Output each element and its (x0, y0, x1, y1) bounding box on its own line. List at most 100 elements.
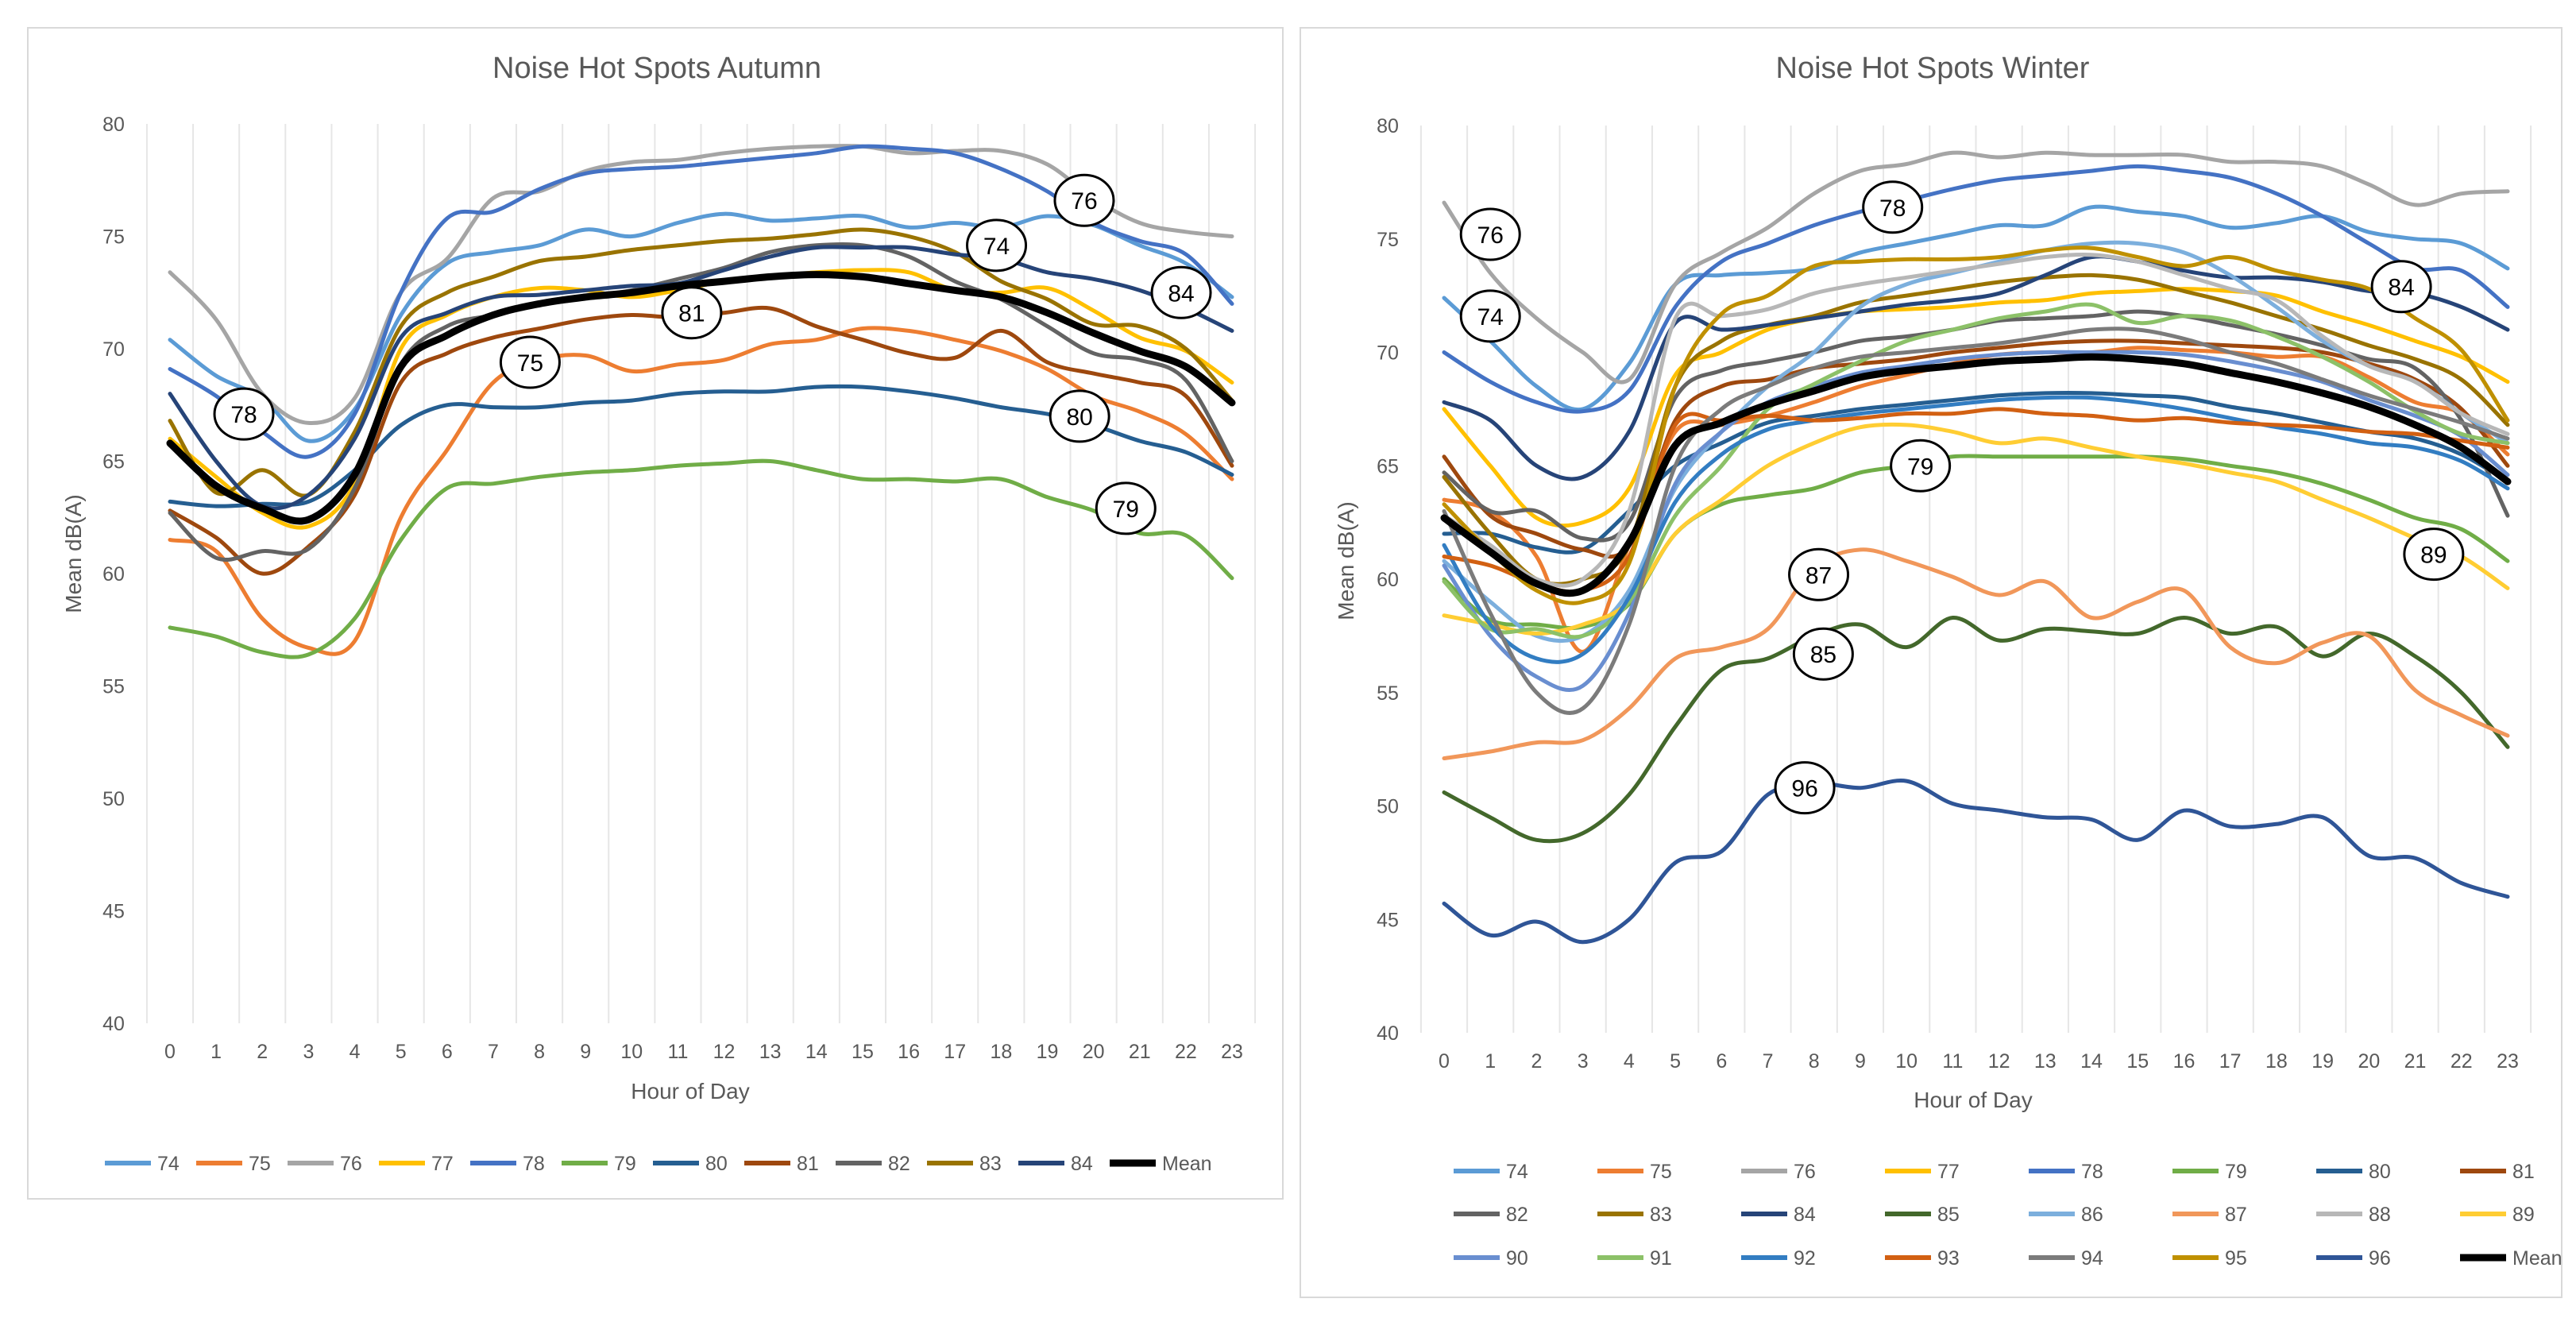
x-tick-label: 10 (1895, 1050, 1918, 1073)
x-tick-label: 4 (1624, 1050, 1635, 1073)
legend-item-91: 91 (1597, 1247, 1672, 1270)
x-tick-label: 14 (805, 1041, 828, 1063)
callout-74: 74 (966, 218, 1028, 272)
x-axis-label: Hour of Day (1914, 1088, 2032, 1112)
legend-label: 96 (2369, 1247, 2391, 1270)
legend-label: 85 (1937, 1204, 1960, 1226)
x-tick-label: 11 (1942, 1050, 1963, 1073)
x-tick-label: 18 (2265, 1050, 2288, 1073)
x-tick-label: 15 (2126, 1050, 2149, 1073)
legend-label: 74 (157, 1153, 180, 1175)
callout-circle (2403, 528, 2465, 582)
series-line-80 (1442, 391, 2510, 555)
x-tick-label: 16 (2173, 1050, 2196, 1073)
series-line-78 (168, 144, 1234, 459)
series-line-86 (1442, 240, 2510, 644)
x-tick-label: 9 (1855, 1050, 1866, 1073)
legend-label: 81 (2512, 1161, 2535, 1183)
legend-label: 78 (523, 1153, 545, 1175)
callout-label: 85 (1810, 642, 1836, 668)
series-line-85 (1442, 616, 2510, 844)
legend-label: Mean (2512, 1247, 2562, 1270)
x-tick-label: 22 (1175, 1041, 1197, 1063)
x-tick-label: 0 (1439, 1050, 1450, 1073)
x-tick-label: 15 (852, 1041, 874, 1063)
series-line-88 (1442, 252, 2510, 588)
legend-item-83: 83 (1597, 1204, 1672, 1226)
legend-label: 76 (1794, 1161, 1816, 1183)
y-tick-label: 65 (102, 451, 125, 473)
legend-label: 92 (1794, 1247, 1816, 1270)
legend-label: 80 (705, 1153, 728, 1175)
callout-label: 74 (1477, 304, 1504, 330)
legend-item-76: 76 (1741, 1161, 1816, 1183)
legend-item-75: 75 (196, 1153, 271, 1175)
series-line-93 (1442, 407, 2510, 594)
series-line-mean (1440, 353, 2512, 597)
x-tick-label: 8 (1809, 1050, 1820, 1073)
y-tick-label: 70 (102, 338, 125, 361)
legend-item-96: 96 (2316, 1247, 2391, 1270)
series-line-90 (1442, 350, 2510, 692)
legend-item-74: 74 (1454, 1161, 1528, 1183)
legend-label: 79 (2225, 1161, 2247, 1183)
legend-item-mean: Mean (1110, 1153, 1212, 1175)
legend-item-83: 83 (927, 1153, 1002, 1175)
legend-item-90: 90 (1454, 1247, 1528, 1270)
x-tick-label: 1 (210, 1041, 222, 1063)
series-line-76 (168, 144, 1234, 425)
series-line-94 (1442, 327, 2510, 715)
legend-item-81: 81 (744, 1153, 819, 1175)
legend-label: 75 (1650, 1161, 1672, 1183)
x-tick-label: 12 (713, 1041, 736, 1063)
callout-circle (1459, 207, 1521, 261)
x-tick-label: 1 (1485, 1050, 1496, 1073)
y-tick-label: 60 (1377, 569, 1399, 591)
x-tick-label: 14 (2080, 1050, 2103, 1073)
x-tick-label: 12 (1988, 1050, 2010, 1073)
series-line-84 (1442, 254, 2510, 481)
legend-item-82: 82 (1454, 1204, 1528, 1226)
legend-item-86: 86 (2029, 1204, 2103, 1226)
x-tick-label: 2 (257, 1041, 268, 1063)
y-tick-label: 55 (102, 676, 125, 698)
callout-label: 84 (2388, 275, 2414, 301)
callout-label: 96 (1791, 776, 1817, 802)
legend-item-79: 79 (562, 1153, 636, 1175)
callout-78: 78 (213, 387, 275, 441)
legend-label: 89 (2512, 1204, 2535, 1226)
legend-item-78: 78 (470, 1153, 545, 1175)
x-tick-label: 19 (1037, 1041, 1059, 1063)
x-tick-label: 22 (2450, 1050, 2473, 1073)
x-axis-label: Hour of Day (631, 1079, 749, 1103)
x-tick-label: 6 (442, 1041, 453, 1063)
callout-circle (1049, 389, 1110, 443)
legend-label: 82 (888, 1153, 910, 1175)
x-tick-label: 23 (1221, 1041, 1243, 1063)
legend-item-74: 74 (105, 1153, 180, 1175)
legend-item-80: 80 (2316, 1161, 2391, 1183)
legend-item-87: 87 (2172, 1204, 2247, 1226)
callout-75: 75 (499, 335, 561, 389)
callout-circle (1459, 289, 1521, 343)
series-line-75 (168, 326, 1234, 656)
callout-78: 78 (1862, 180, 1924, 234)
chart-winter: Noise Hot Spots Winter Hour of Day Mean … (1300, 27, 2562, 1298)
legend-label: 81 (797, 1153, 819, 1175)
legend-item-77: 77 (1885, 1161, 1960, 1183)
callout-84: 84 (2370, 260, 2432, 314)
callout-label: 87 (1806, 562, 1832, 589)
legend-item-76: 76 (288, 1153, 362, 1175)
legend-item-75: 75 (1597, 1161, 1672, 1183)
legend-label: 76 (340, 1153, 362, 1175)
chart-title: Noise Hot Spots Winter (1776, 52, 2090, 85)
x-tick-label: 13 (2034, 1050, 2057, 1073)
y-tick-label: 50 (102, 788, 125, 810)
callout-circle (1890, 439, 1952, 493)
legend-item-78: 78 (2029, 1161, 2103, 1183)
x-tick-label: 23 (2497, 1050, 2519, 1073)
legend-label: Mean (1162, 1153, 1212, 1175)
x-tick-label: 5 (1670, 1050, 1681, 1073)
callout-74: 74 (1459, 289, 1521, 343)
legend-item-77: 77 (379, 1153, 454, 1175)
